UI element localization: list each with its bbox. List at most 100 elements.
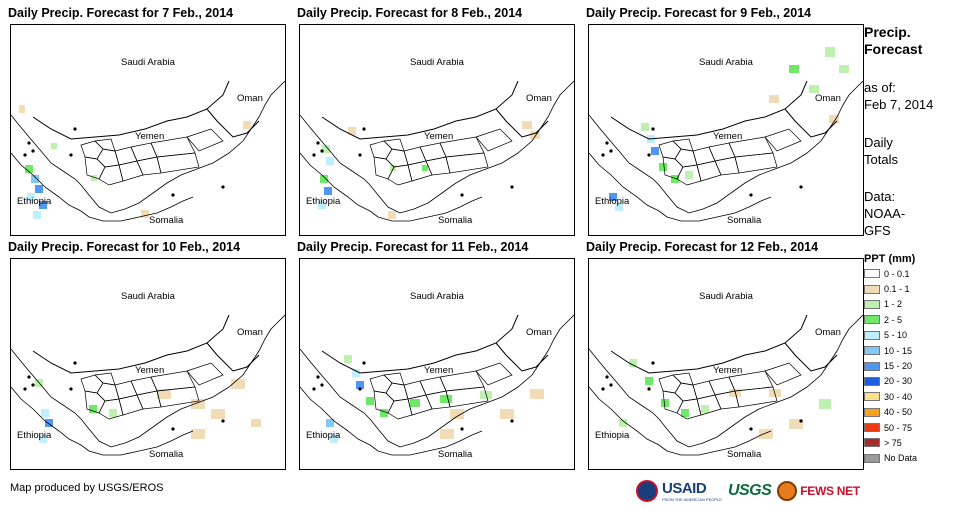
country-label-ethiopia: Ethiopia bbox=[595, 430, 630, 441]
legend-swatch bbox=[864, 315, 880, 325]
oman-border bbox=[784, 108, 838, 138]
country-label-yemen: Yemen bbox=[135, 365, 164, 376]
island-marker bbox=[601, 387, 605, 391]
legend-swatch bbox=[864, 361, 880, 371]
map-frame: Saudi Arabia Oman Yemen Ethiopia Somalia bbox=[10, 24, 286, 236]
island-marker bbox=[362, 361, 366, 365]
yemen-admin-region bbox=[445, 152, 489, 174]
map-panel-feb-10: Daily Precip. Forecast for 10 Feb., 2014… bbox=[8, 238, 288, 470]
yemen-admin-region bbox=[114, 146, 138, 166]
island-marker bbox=[320, 383, 324, 387]
island-marker bbox=[221, 185, 225, 189]
precip-cell bbox=[619, 419, 627, 427]
precip-cell bbox=[51, 143, 57, 149]
yemen-admin-region bbox=[674, 148, 698, 168]
legend-row: 50 - 75 bbox=[864, 420, 964, 435]
precip-cell bbox=[91, 175, 97, 181]
legend-label: 2 - 5 bbox=[884, 314, 903, 325]
legend-row: 5 - 10 bbox=[864, 328, 964, 343]
precip-cell bbox=[191, 429, 205, 439]
africa-coastline bbox=[589, 152, 772, 222]
precip-cell bbox=[500, 409, 514, 419]
precip-cell bbox=[390, 165, 396, 171]
precip-cell bbox=[318, 201, 326, 209]
precip-cell bbox=[231, 379, 245, 389]
yemen-admin-region bbox=[80, 140, 104, 160]
africa-coastline bbox=[300, 386, 483, 456]
yemen-admin-region bbox=[130, 376, 158, 396]
saudi-yemen-border bbox=[32, 314, 230, 374]
precip-cell bbox=[661, 399, 669, 407]
precip-cell bbox=[450, 409, 464, 419]
precip-cell bbox=[330, 435, 338, 443]
legend-swatch bbox=[864, 269, 880, 279]
map-panel-feb-11: Daily Precip. Forecast for 11 Feb., 2014… bbox=[297, 238, 577, 470]
precip-cell bbox=[326, 419, 334, 427]
map-panel-feb-8: Daily Precip. Forecast for 8 Feb., 2014 … bbox=[297, 4, 577, 236]
island-marker bbox=[316, 375, 320, 379]
map-panel-feb-12: Daily Precip. Forecast for 12 Feb., 2014… bbox=[586, 238, 866, 470]
precip-cell bbox=[789, 65, 799, 73]
ppt-legend: PPT (mm) 0 - 0.1 0.1 - 1 1 - 2 2 - 5 5 - 10 1… bbox=[864, 252, 964, 466]
arabian-coastline bbox=[11, 314, 285, 448]
legend-row: 10 - 15 bbox=[864, 343, 964, 358]
legend-label: 0.1 - 1 bbox=[884, 284, 910, 295]
usaid-logo-text: USAID bbox=[662, 480, 707, 497]
yemen-admin-region bbox=[369, 140, 393, 160]
yemen-admin-region bbox=[387, 164, 413, 186]
map-frame: Saudi Arabia Oman Yemen Ethiopia Somalia bbox=[10, 258, 286, 470]
yemen-admin-region bbox=[764, 128, 802, 152]
oman-border bbox=[495, 108, 549, 138]
legend-asof: as of: Feb 7, 2014 bbox=[864, 79, 933, 113]
precip-cell bbox=[440, 429, 454, 439]
country-label-oman: Oman bbox=[526, 327, 552, 338]
saudi-yemen-border bbox=[321, 80, 519, 140]
legend-swatch bbox=[864, 330, 880, 340]
precip-cell bbox=[651, 147, 659, 155]
fews-net-logo: FEWS NET bbox=[800, 484, 860, 498]
yemen-admin-region bbox=[407, 160, 433, 182]
legend-label: 30 - 40 bbox=[884, 391, 913, 402]
country-label-saudi: Saudi Arabia bbox=[121, 291, 176, 302]
island-marker bbox=[31, 383, 35, 387]
map-panel-feb-9: Daily Precip. Forecast for 9 Feb., 2014 … bbox=[586, 4, 866, 236]
yemen-admin-region bbox=[156, 386, 200, 408]
yemen-admin-region bbox=[387, 398, 413, 420]
legend-row: 30 - 40 bbox=[864, 389, 964, 404]
precip-cell bbox=[645, 377, 653, 385]
africa-coastline bbox=[589, 386, 772, 456]
precip-cell bbox=[769, 95, 779, 103]
island-marker bbox=[362, 127, 366, 131]
precip-cell bbox=[759, 429, 773, 439]
country-label-saudi: Saudi Arabia bbox=[410, 291, 465, 302]
yemen-admin-region bbox=[696, 160, 722, 182]
yemen-admin-region bbox=[692, 146, 716, 166]
precip-cell bbox=[25, 165, 33, 173]
panel-title: Daily Precip. Forecast for 9 Feb., 2014 bbox=[586, 6, 812, 20]
partner-logos: USAID FROM THE AMERICAN PEOPLE USGS FEWS… bbox=[636, 477, 860, 505]
precip-cell bbox=[324, 187, 332, 195]
legend-label: 0 - 0.1 bbox=[884, 268, 910, 279]
legend-asof-line1: as of: bbox=[864, 80, 896, 95]
precip-cell bbox=[701, 405, 709, 413]
precip-cell bbox=[530, 389, 544, 399]
africa-coastline bbox=[11, 386, 194, 456]
yemen-admin-region bbox=[98, 398, 124, 420]
island-marker bbox=[320, 149, 324, 153]
panel-title: Daily Precip. Forecast for 11 Feb., 2014 bbox=[297, 240, 529, 254]
yemen-admin-region bbox=[419, 376, 447, 396]
legend-row: 0.1 - 1 bbox=[864, 281, 964, 296]
island-marker bbox=[23, 387, 27, 391]
country-label-saudi: Saudi Arabia bbox=[121, 57, 176, 68]
country-label-ethiopia: Ethiopia bbox=[17, 430, 52, 441]
country-label-saudi: Saudi Arabia bbox=[699, 291, 754, 302]
country-label-ethiopia: Ethiopia bbox=[17, 196, 52, 207]
ppt-legend-rows: 0 - 0.1 0.1 - 1 1 - 2 2 - 5 5 - 10 10 - 15 15 … bbox=[864, 266, 964, 466]
precip-cell bbox=[326, 157, 334, 165]
precip-cell bbox=[356, 381, 364, 389]
legend-row: 40 - 50 bbox=[864, 405, 964, 420]
precip-cell bbox=[671, 175, 679, 183]
map-frame: Saudi Arabia Oman Yemen Ethiopia Somalia bbox=[588, 258, 864, 470]
precip-cell bbox=[27, 193, 35, 201]
map-panel-feb-7: Daily Precip. Forecast for 7 Feb., 2014 … bbox=[8, 4, 288, 236]
